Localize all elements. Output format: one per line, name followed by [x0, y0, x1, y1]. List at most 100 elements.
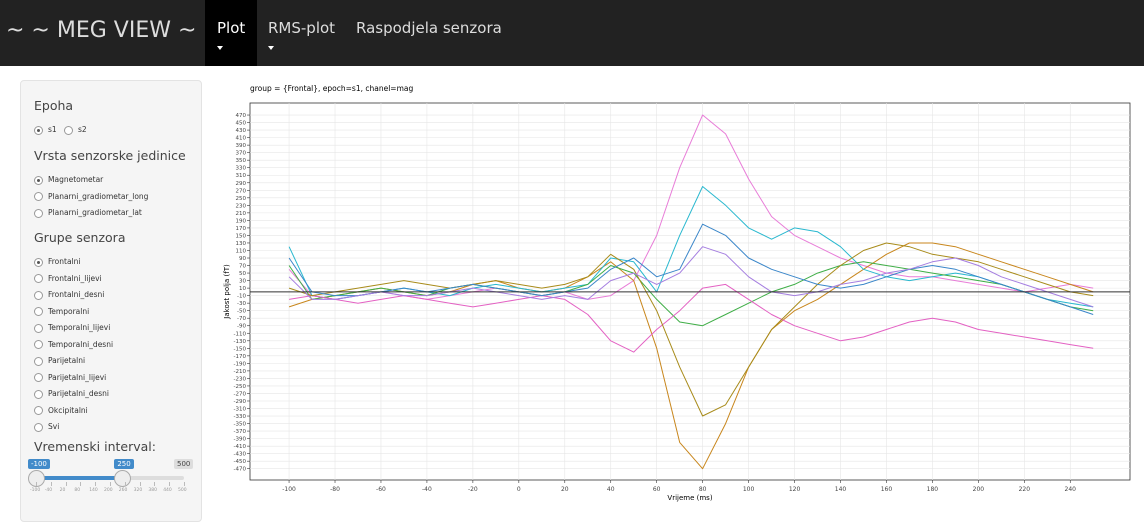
radio-option[interactable]: Parijetalni — [34, 356, 85, 366]
radio-option[interactable]: Parijetalni_lijevi — [34, 373, 106, 383]
group-label: Grupe senzora — [34, 230, 126, 245]
y-tick-label: 370 — [236, 151, 247, 157]
y-tick-label: -430 — [234, 452, 247, 458]
radio-option[interactable]: Frontalni_lijevi — [34, 274, 102, 284]
x-tick-label: -20 — [468, 486, 478, 493]
y-tick-label: -90 — [237, 324, 246, 330]
slider-tick — [65, 482, 67, 486]
y-axis-label: Jakost polja (fT) — [223, 264, 231, 320]
y-tick-label: 50 — [239, 271, 246, 277]
option-label: Frontalni — [48, 257, 81, 266]
radio-button[interactable] — [34, 290, 43, 300]
radio-button[interactable] — [34, 307, 43, 316]
y-tick-label: 470 — [236, 113, 247, 119]
x-tick-label: 200 — [973, 486, 985, 493]
y-tick-label: 10 — [239, 286, 246, 292]
y-tick-label: 410 — [236, 136, 247, 142]
option-label: Parijetalni_desni — [48, 389, 109, 398]
slider-tick — [80, 482, 82, 486]
slider-value: -100 — [28, 459, 50, 469]
y-tick-label: 70 — [239, 264, 246, 270]
option-label: Magnetometar — [48, 175, 104, 184]
y-tick-label: 90 — [239, 256, 246, 262]
slider-value: 250 — [114, 459, 134, 469]
y-tick-label: 290 — [236, 181, 247, 187]
x-tick-label: 240 — [1065, 486, 1077, 493]
slider-tick — [184, 482, 185, 486]
series-line — [288, 223, 1094, 315]
slider-tick — [139, 482, 141, 486]
radio-option[interactable]: Temporalni_lijevi — [34, 323, 110, 333]
y-tick-label: -110 — [234, 331, 247, 337]
y-tick-label: -130 — [234, 339, 247, 345]
y-tick-label: -330 — [234, 414, 247, 420]
option-label: Svi — [48, 422, 60, 431]
y-tick-label: 450 — [236, 121, 247, 127]
y-tick-label: -310 — [234, 407, 247, 413]
y-tick-label: 30 — [239, 279, 246, 285]
radio-option[interactable]: Okcipitalni — [34, 406, 88, 416]
chart-title: group = {Frontal}, epoch=s1, chanel=mag — [250, 84, 413, 93]
radio-option[interactable]: Planarni_gradiometar_long — [34, 192, 148, 202]
x-tick-label: 180 — [927, 486, 939, 493]
option-label: Parijetalni_lijevi — [48, 372, 107, 382]
radio-button[interactable] — [34, 422, 43, 432]
y-tick-label: 230 — [236, 203, 247, 209]
y-tick-label: -370 — [234, 429, 247, 435]
x-tick-label: -100 — [282, 486, 296, 493]
radio-button[interactable] — [34, 257, 43, 267]
radio-option[interactable]: s2 — [64, 125, 87, 135]
x-tick-label: 0 — [517, 486, 521, 493]
y-tick-label: -270 — [234, 391, 247, 397]
y-tick-label: -390 — [234, 437, 247, 443]
slider-tick-label: -40 — [44, 488, 53, 493]
slider-tick-label: 80 — [74, 488, 81, 493]
slider-tick-label: 140 — [89, 488, 98, 493]
radio-option[interactable]: Parijetalni_desni — [34, 389, 109, 399]
x-tick-label: 120 — [789, 486, 801, 493]
slider-handle[interactable] — [114, 470, 132, 487]
x-tick-label: 160 — [881, 486, 893, 493]
radio-button[interactable] — [34, 340, 43, 349]
slider-tick-label: 20 — [59, 488, 66, 493]
brand[interactable]: ~ ~ MEG VIEW ~ ~ — [6, 18, 222, 43]
tab-sensors[interactable]: Raspodjela senzora — [344, 0, 514, 66]
radio-option[interactable]: Magnetometar — [34, 175, 103, 185]
radio-option[interactable]: Temporalni_desni — [34, 340, 113, 350]
radio-option[interactable]: Frontalni_desni — [34, 290, 104, 300]
series-line — [288, 261, 1094, 327]
radio-button[interactable] — [34, 208, 43, 218]
radio-option[interactable]: Planarni_gradiometar_lat — [34, 208, 142, 218]
x-axis-label: Vrijeme (ms) — [667, 494, 712, 502]
radio-button[interactable] — [34, 389, 43, 399]
radio-button[interactable] — [34, 406, 43, 415]
radio-button[interactable] — [34, 274, 43, 283]
slider-tick-label: 440 — [163, 488, 172, 493]
radio-button[interactable] — [34, 373, 43, 382]
y-tick-label: -250 — [234, 384, 247, 390]
radio-button[interactable] — [34, 356, 43, 366]
y-tick-label: 130 — [236, 241, 247, 247]
tab-plot[interactable]: Plot — [205, 0, 258, 66]
x-tick-label: 220 — [1019, 486, 1031, 493]
slider-handle[interactable] — [28, 470, 45, 487]
y-tick-label: -230 — [234, 376, 247, 382]
radio-option[interactable]: Svi — [34, 422, 59, 432]
slider-tick-label: 260 — [118, 488, 128, 493]
radio-button[interactable] — [64, 125, 73, 135]
radio-option[interactable]: Temporalni — [34, 307, 89, 317]
radio-button[interactable] — [34, 175, 43, 185]
tab-rms[interactable]: RMS-plot — [256, 0, 347, 66]
radio-option[interactable]: Frontalni — [34, 257, 81, 267]
slider-tick-label: 500 — [178, 488, 187, 493]
y-tick-label: -210 — [234, 369, 247, 375]
y-tick-label: 350 — [236, 158, 247, 164]
radio-button[interactable] — [34, 323, 43, 333]
option-label: Planarni_gradiometar_lat — [48, 208, 142, 217]
y-tick-label: 110 — [236, 248, 247, 254]
radio-button[interactable] — [34, 192, 43, 201]
series-line — [289, 283, 1094, 353]
x-tick-label: -80 — [330, 486, 340, 493]
radio-button[interactable] — [34, 125, 43, 135]
radio-option[interactable]: s1 — [34, 125, 57, 135]
